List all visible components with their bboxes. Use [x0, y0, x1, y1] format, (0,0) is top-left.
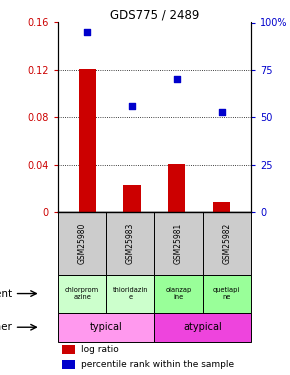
Point [175, 76, 179, 82]
Bar [155, 274, 203, 312]
Text: percentile rank within the sample: percentile rank within the sample [81, 360, 234, 369]
Bar [155, 312, 251, 342]
Bar [106, 212, 155, 274]
Text: GSM25980: GSM25980 [78, 223, 87, 264]
Point [85, 29, 90, 35]
Text: atypical: atypical [183, 322, 222, 332]
Text: GSM25983: GSM25983 [126, 223, 135, 264]
Title: GDS775 / 2489: GDS775 / 2489 [110, 8, 199, 21]
Text: other: other [0, 322, 13, 332]
Bar [203, 274, 251, 312]
Bar [58, 274, 106, 312]
Text: chlorprom
azine: chlorprom azine [65, 287, 99, 300]
Text: olanzap
ine: olanzap ine [165, 287, 192, 300]
Point [219, 109, 224, 115]
Text: log ratio: log ratio [81, 345, 119, 354]
Bar [62, 345, 75, 354]
Bar [168, 164, 185, 212]
Text: typical: typical [90, 322, 123, 332]
Point [130, 103, 134, 109]
Bar [79, 69, 96, 212]
Bar [203, 212, 251, 274]
Text: thioridazin
e: thioridazin e [113, 287, 148, 300]
Bar [213, 202, 230, 212]
Bar [124, 185, 141, 212]
Bar [58, 312, 155, 342]
Bar [62, 360, 75, 369]
Bar [58, 212, 106, 274]
Text: GSM25981: GSM25981 [174, 223, 183, 264]
Text: quetiapi
ne: quetiapi ne [213, 287, 240, 300]
Text: agent: agent [0, 288, 13, 298]
Bar [155, 212, 203, 274]
Bar [106, 274, 155, 312]
Text: GSM25982: GSM25982 [222, 223, 231, 264]
